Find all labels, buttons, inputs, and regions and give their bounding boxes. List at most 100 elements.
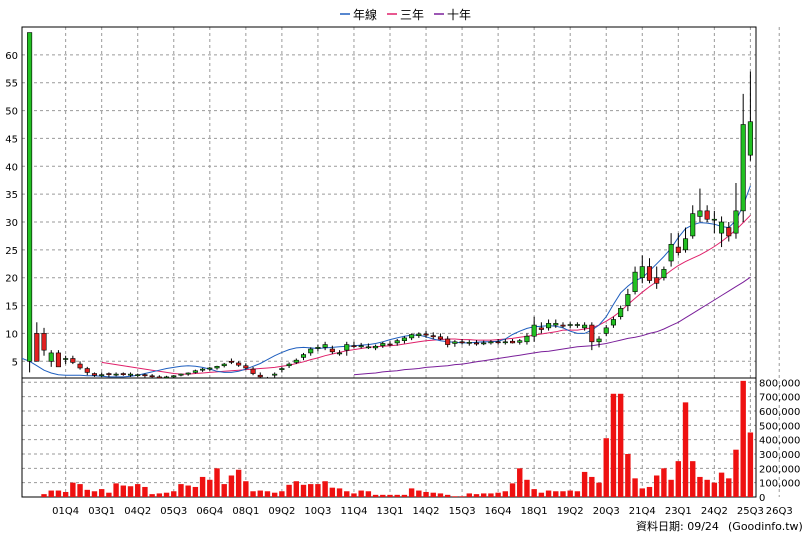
candle-body	[546, 323, 552, 329]
volume-bar	[228, 475, 235, 497]
candle-body	[358, 345, 364, 348]
volume-tick-label: 600,000	[759, 407, 800, 418]
x-tick-label: 01Q4	[52, 506, 79, 517]
x-tick-label: 09Q2	[268, 506, 295, 517]
candle-body	[207, 367, 213, 370]
candle-body	[747, 121, 753, 156]
candle-body	[329, 348, 335, 353]
volume-bar	[488, 493, 494, 497]
chart-legend: 年線 三年 十年	[340, 7, 471, 22]
candle-body	[236, 362, 242, 366]
volume-bar	[437, 493, 444, 497]
x-tick-label: 10Q3	[304, 506, 331, 517]
candle-body	[690, 213, 696, 237]
candle-body	[668, 243, 674, 262]
volume-bar	[70, 482, 76, 497]
volume-tick-label: 100,000	[759, 479, 800, 490]
volume-bar	[315, 484, 321, 497]
candle-body	[409, 334, 415, 339]
candle-body	[214, 365, 220, 369]
price-tick-label: 15	[5, 302, 18, 313]
candle-body	[452, 341, 458, 344]
ma-year-line	[22, 185, 751, 378]
volume-bar	[466, 493, 472, 497]
price-tick-label: 20	[5, 274, 18, 285]
volume-bar	[300, 484, 307, 497]
volume-bar	[257, 490, 263, 497]
volume-bar	[502, 491, 509, 497]
candle-body	[719, 221, 725, 234]
volume-bar	[336, 488, 343, 497]
price-tick-label: 50	[5, 107, 18, 118]
source-label: (Goodinfo.tw)	[728, 520, 803, 533]
data-date-label: 資料日期: 09/24	[636, 519, 719, 533]
x-tick-label: 19Q2	[557, 506, 584, 517]
legend-label: 年線	[353, 7, 377, 22]
ma-three-year-line	[101, 214, 751, 375]
x-tick-label: 18Q1	[521, 506, 548, 517]
candle-body	[63, 358, 69, 360]
volume-bar	[293, 481, 299, 497]
volume-bar	[726, 478, 732, 497]
volume-bar	[524, 479, 530, 497]
volume-bar	[682, 402, 689, 497]
x-tick-label: 06Q4	[196, 506, 223, 517]
volume-bar	[308, 484, 314, 497]
legend-label: 十年	[447, 8, 471, 22]
volume-bar	[596, 482, 602, 497]
volume-bar	[560, 491, 566, 497]
candle-body	[553, 323, 559, 326]
candle-body	[711, 218, 717, 221]
candle-body	[272, 373, 278, 376]
volume-bar	[163, 492, 170, 497]
candle-body	[538, 327, 544, 330]
candle-body	[120, 373, 126, 375]
x-tick-label: 16Q4	[485, 506, 512, 517]
candle-body	[726, 227, 732, 237]
candle-body	[574, 324, 580, 326]
candle-body	[257, 374, 263, 378]
volume-bar	[286, 484, 292, 497]
ma-ten-year-line	[353, 276, 751, 376]
candle-body	[200, 368, 206, 371]
volume-tick-label: 0	[759, 493, 765, 504]
volume-bar	[416, 490, 422, 497]
candle-body	[77, 363, 83, 369]
candle-body	[524, 335, 530, 343]
candle-body	[704, 210, 710, 220]
candle-body	[646, 266, 653, 281]
candle-body	[459, 341, 465, 344]
volume-bar	[459, 496, 465, 497]
volume-bar	[135, 484, 141, 497]
candle-body	[106, 373, 112, 375]
volume-bar	[394, 494, 400, 497]
volume-bar	[365, 491, 372, 497]
volume-bar	[653, 475, 660, 497]
candle-body	[221, 363, 227, 367]
price-axis: 5 10 15 20 25 30 35 40 45 50 55 60	[5, 51, 18, 368]
x-tick-label: 25Q3	[737, 506, 764, 517]
volume-bar	[199, 476, 206, 497]
volume-bar	[243, 481, 249, 497]
volume-bar	[84, 489, 90, 497]
candle-body	[41, 333, 47, 351]
candle-body	[488, 341, 494, 344]
x-tick-label: 24Q2	[701, 506, 728, 517]
x-tick-label: 15Q3	[449, 506, 476, 517]
volume-bar	[171, 491, 177, 497]
x-tick-label: 11Q4	[340, 506, 367, 517]
candle-body	[502, 341, 508, 344]
candle-body	[300, 354, 307, 358]
volume-bar	[690, 461, 696, 497]
volume-bar	[221, 484, 227, 497]
candle-body	[250, 368, 256, 374]
x-tick-label: 13Q1	[377, 506, 404, 517]
volume-bar	[617, 393, 624, 497]
legend-label: 三年	[400, 8, 424, 22]
volume-bar	[41, 494, 47, 497]
candle-body	[380, 343, 386, 346]
volume-bar	[62, 491, 69, 497]
volume-bar	[661, 468, 667, 497]
candle-body	[55, 352, 61, 368]
volume-bar	[271, 492, 278, 497]
